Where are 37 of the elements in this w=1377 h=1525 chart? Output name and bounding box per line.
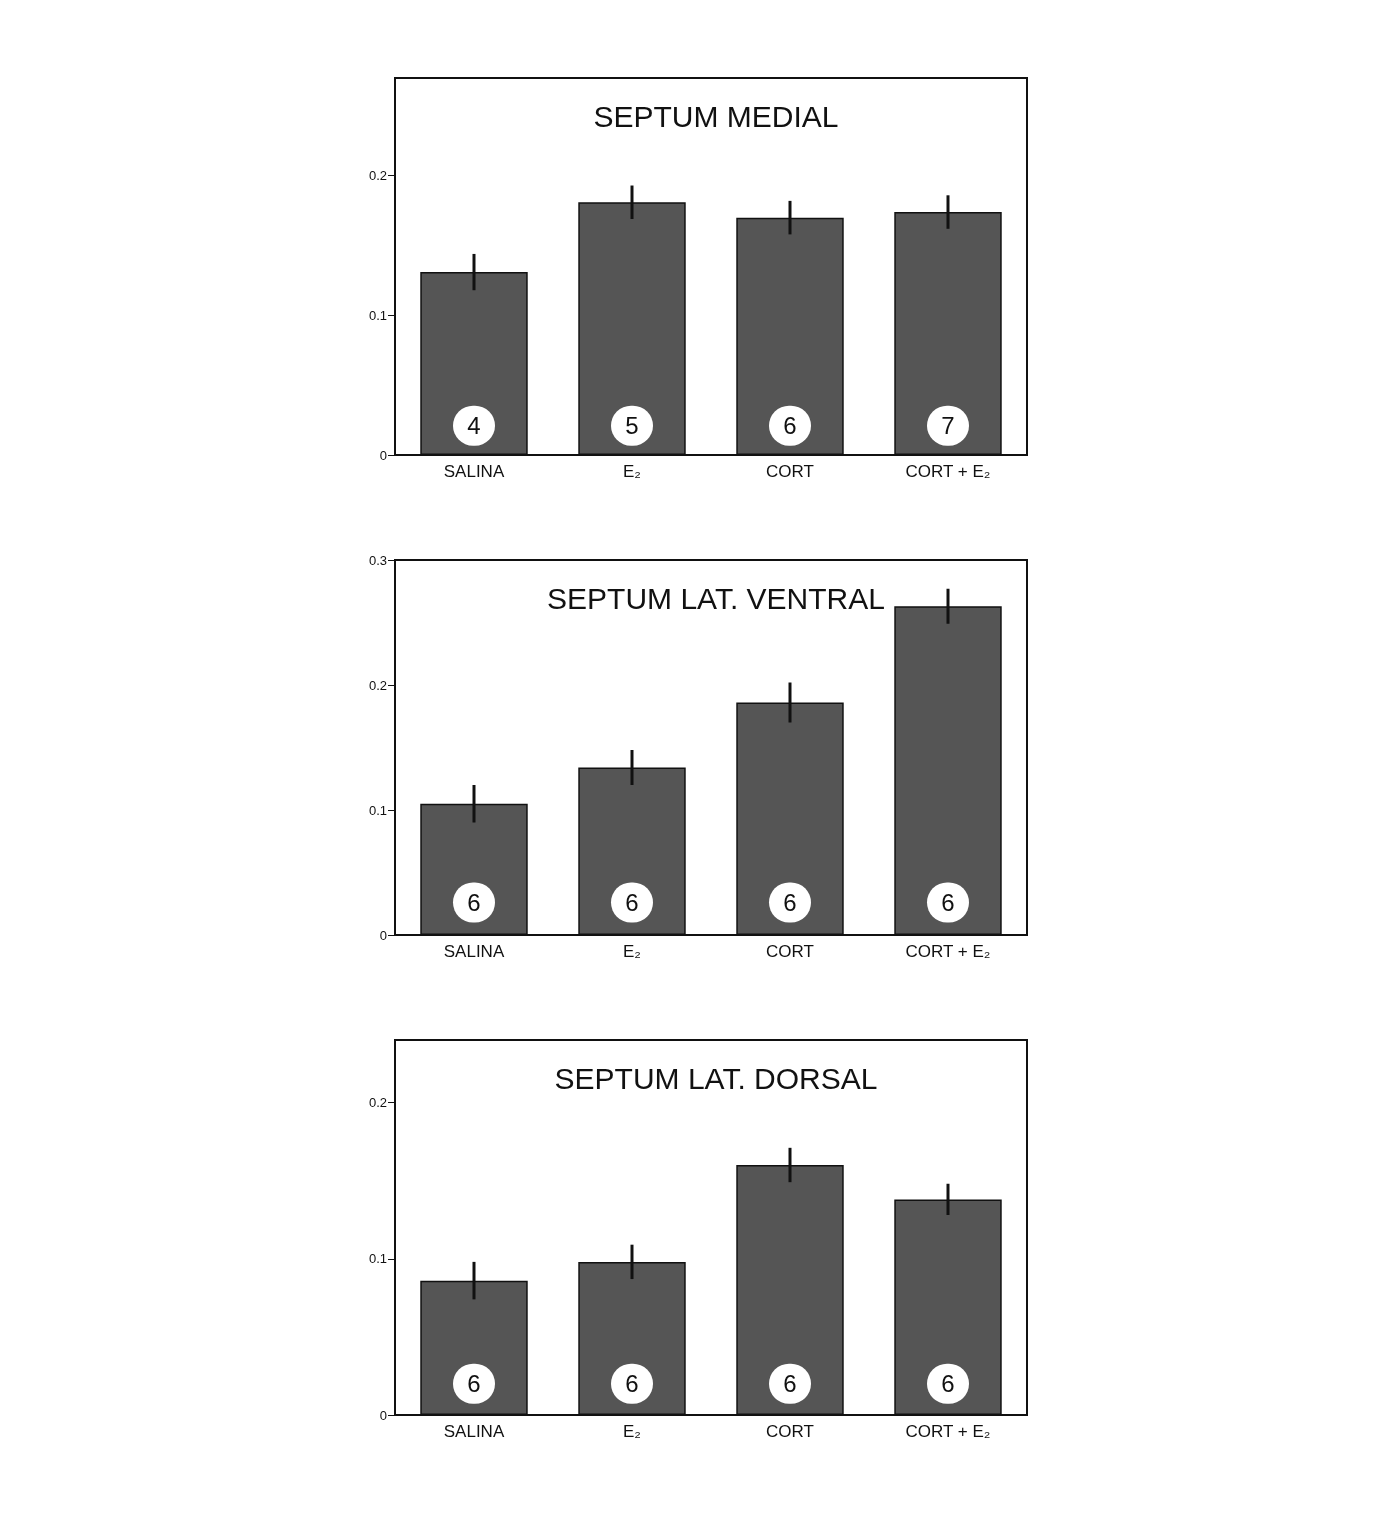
annotation: 6 [625, 1370, 639, 1398]
y-tick-label: 0.3 [368, 552, 387, 568]
text: SEPTUM LAT. DORSAL [554, 1061, 878, 1095]
y-tick-label: 0.2 [368, 168, 387, 184]
x-tick-label: SALINA [443, 942, 505, 961]
annotation: 5 [625, 412, 639, 440]
x-tick-label: CORT [766, 942, 814, 961]
x-tick-label: CORT [766, 1422, 814, 1441]
y-tick-label: 0 [379, 447, 387, 463]
y-tick-label: 0.1 [368, 802, 387, 818]
annotation: 7 [941, 412, 955, 440]
annotation: 6 [467, 889, 481, 916]
x-tick-label: E₂ [623, 1422, 641, 1441]
y-tick-label: 0.2 [368, 677, 387, 693]
y-tick-label: 0 [379, 927, 387, 943]
y-tick-label: 0 [379, 1407, 387, 1423]
annotation: 6 [783, 1370, 797, 1398]
annotation: 6 [467, 1370, 481, 1398]
annotation: 6 [941, 889, 955, 916]
annotation: 6 [783, 412, 797, 440]
x-tick-label: E₂ [623, 462, 641, 481]
text: SEPTUM MEDIAL [593, 99, 839, 133]
x-tick-label: CORT + E₂ [905, 462, 991, 481]
y-tick-label: 0.1 [368, 1251, 387, 1267]
x-tick-label: CORT [766, 462, 814, 481]
x-tick-label: SALINA [443, 1422, 505, 1441]
y-tick-label: 0.2 [368, 1095, 387, 1110]
annotation: 6 [941, 1370, 955, 1398]
annotation: 4 [467, 412, 481, 440]
x-tick-label: CORT + E₂ [905, 1422, 991, 1441]
y-tick-label: 0.1 [368, 307, 387, 323]
annotation: 6 [783, 889, 797, 916]
x-tick-label: CORT + E₂ [905, 942, 991, 961]
text: SEPTUM LAT. VENTRAL [547, 581, 885, 615]
annotation: 6 [625, 889, 639, 916]
x-tick-label: E₂ [623, 942, 641, 961]
x-tick-label: SALINA [443, 462, 505, 481]
